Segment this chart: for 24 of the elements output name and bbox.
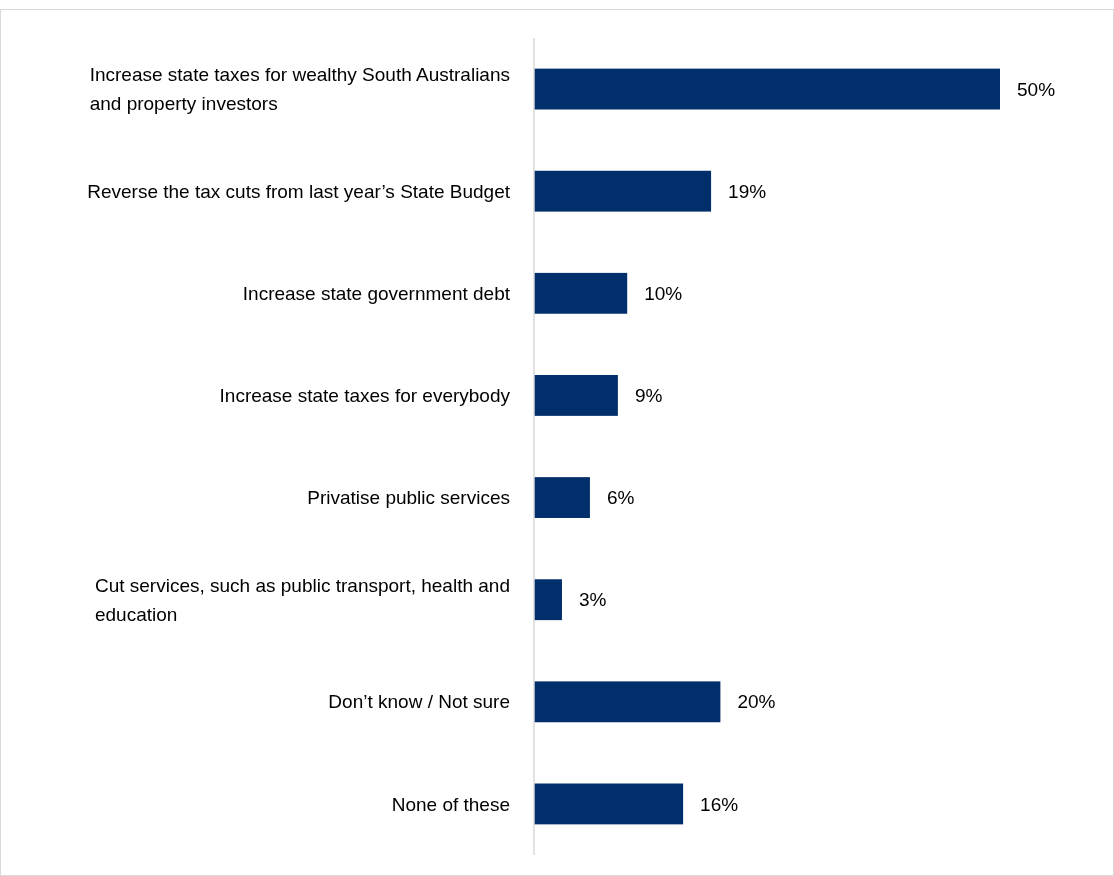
bar <box>534 477 590 518</box>
data-label: 10% <box>644 282 683 304</box>
y-tick-label: Don’t know / Not sure <box>328 691 510 713</box>
bar <box>534 170 712 212</box>
y-tick-label: None of these <box>391 793 510 815</box>
data-label: 19% <box>728 180 767 202</box>
bar <box>534 783 684 825</box>
bar <box>534 681 721 723</box>
data-label: 3% <box>578 589 607 611</box>
y-tick-label: Privatise public services <box>307 487 510 509</box>
bar <box>534 68 1000 110</box>
data-label: 20% <box>737 691 776 713</box>
y-tick-label: Cut services, such as public transport, health and education <box>94 574 510 625</box>
y-tick-label: Increase state taxes for wealthy South Australians and property investors <box>89 64 510 115</box>
data-label: 6% <box>606 487 635 509</box>
bar <box>534 272 628 314</box>
bar <box>534 375 618 416</box>
data-label: 50% <box>1017 78 1056 100</box>
y-tick-label: Increase state government debt <box>242 282 511 304</box>
y-tick-label: Reverse the tax cuts from last year’s State Budget <box>87 180 511 202</box>
data-label: 9% <box>634 385 663 407</box>
y-tick-label: Increase state taxes for everybody <box>219 385 511 407</box>
data-label: 16% <box>700 793 739 815</box>
bar <box>534 579 562 621</box>
